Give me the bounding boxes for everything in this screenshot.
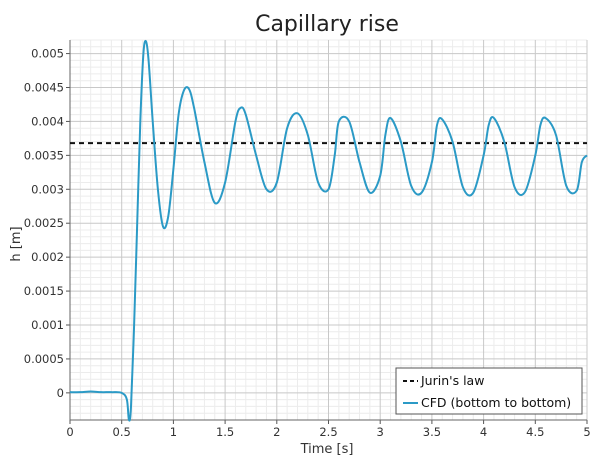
y-tick-label: 0 [57,386,64,400]
x-tick-label: 0.5 [113,425,131,439]
x-tick-label: 4.5 [526,425,544,439]
x-tick-label: 1 [170,425,177,439]
y-tick-label: 0.0015 [24,284,64,298]
x-tick-label: 3 [377,425,384,439]
y-tick-label: 0.0005 [24,352,64,366]
y-tick-label: 0.001 [31,318,64,332]
x-tick-label: 0 [66,425,73,439]
series-layer [69,39,588,422]
x-tick-label: 4 [480,425,487,439]
legend-label-jurins-law: Jurin's law [420,373,484,388]
y-tick-label: 0.004 [31,114,64,128]
y-tick-label: 0.005 [31,47,64,61]
x-axis-label: Time [s] [300,442,354,457]
tick-labels: 0 0.5 1 1.5 2 2.5 3 3.5 4 4.5 5 0 0.0005 0.001 0.0015 0… [24,47,591,439]
y-tick-label: 0.0035 [24,148,64,162]
y-tick-label: 0.0045 [24,81,64,95]
x-tick-label: 5 [583,425,590,439]
y-tick-label: 0.002 [31,250,64,264]
x-tick-label: 2 [273,425,280,439]
legend-label-cfd: CFD (bottom to bottom) [421,395,571,410]
y-tick-label: 0.003 [31,182,64,196]
series-cfd-line [69,39,588,422]
x-tick-label: 2.5 [319,425,337,439]
axes [66,40,588,424]
legend-box [395,367,583,415]
y-axis-label: h [m] [9,226,24,261]
y-tick-label: 0.0025 [24,216,64,230]
x-tick-label: 3.5 [423,425,441,439]
chart-title: Capillary rise [255,12,399,37]
legend: Jurin's law CFD (bottom to bottom) [395,367,583,415]
grid [69,39,588,421]
x-tick-label: 1.5 [216,425,234,439]
